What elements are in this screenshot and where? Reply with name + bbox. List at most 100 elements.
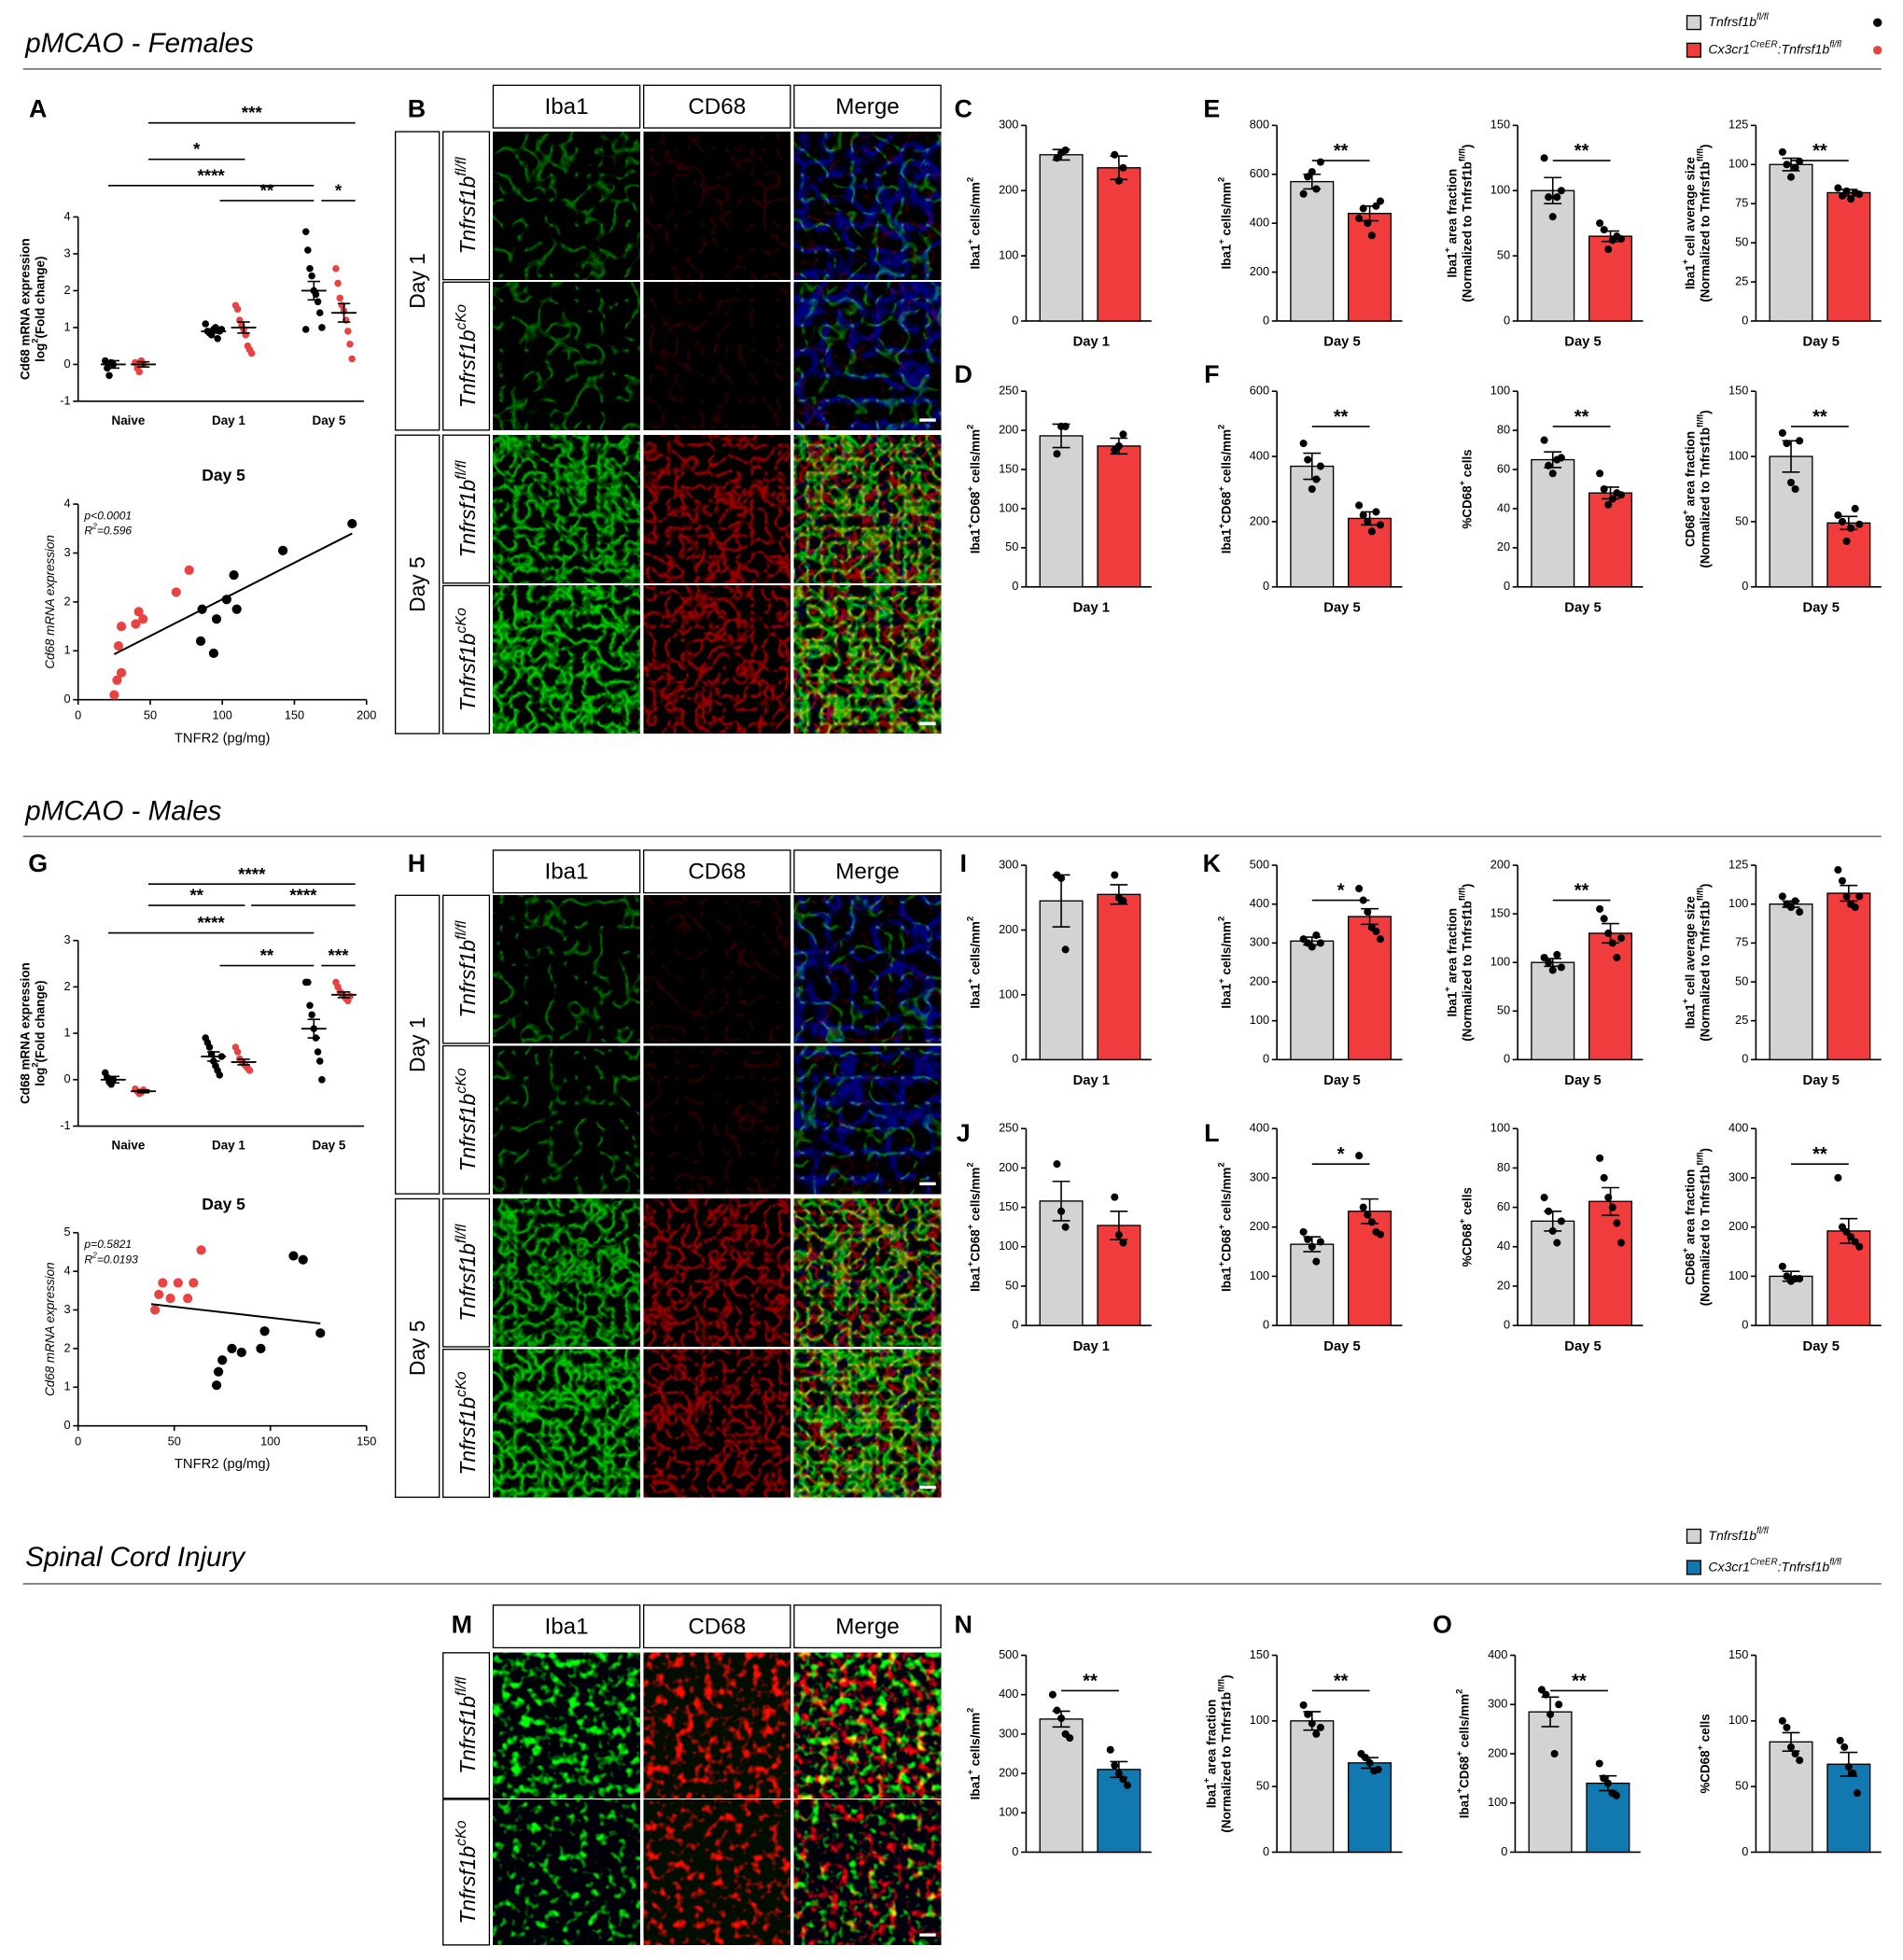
bar xyxy=(1348,213,1392,322)
y-tick-label: 50 xyxy=(1256,1779,1269,1793)
y-axis-label: Iba1+ cells/mm2 xyxy=(965,177,983,270)
data-point xyxy=(315,309,324,316)
text-part: (Normalized to Tnfrsf1b xyxy=(1698,1166,1712,1307)
micrograph xyxy=(493,1799,640,1945)
y-tick-label: 50 xyxy=(1735,1779,1748,1793)
bar xyxy=(1290,1720,1335,1854)
bar xyxy=(1769,163,1813,322)
data-point xyxy=(308,1011,315,1018)
day-label: Day 1 xyxy=(405,1016,429,1072)
data-point xyxy=(304,246,312,254)
data-point xyxy=(304,978,312,987)
bar xyxy=(1097,1769,1141,1854)
text-part: + xyxy=(1215,1261,1225,1267)
column-header-box xyxy=(793,84,942,129)
data-point xyxy=(1374,1765,1382,1773)
y-axis-label: Iba1+CD68+ cells/mm2 xyxy=(1215,425,1233,554)
data-point xyxy=(211,614,222,624)
chart-title: Day 5 xyxy=(202,466,245,484)
y-axis-label: (Normalized to Tnfrsf1bfl/fl) xyxy=(1695,410,1713,567)
bar xyxy=(1290,940,1335,1060)
data-point xyxy=(1786,1743,1796,1751)
text-part: cKo xyxy=(454,304,469,330)
text-part: fl/fl xyxy=(1829,40,1841,50)
micrograph xyxy=(493,1045,640,1195)
x-axis-label: Day 1 xyxy=(1073,335,1110,350)
data-point xyxy=(1796,908,1804,917)
column-header: Merge xyxy=(835,1614,900,1639)
bar xyxy=(1039,435,1084,588)
significance-label: *** xyxy=(242,103,263,122)
data-point xyxy=(1836,1736,1844,1744)
y-tick-label: 50 xyxy=(1735,513,1748,527)
data-point xyxy=(1111,150,1119,159)
micrograph xyxy=(793,1652,942,1799)
data-point xyxy=(298,1254,308,1265)
data-point xyxy=(1834,1173,1842,1182)
y-tick-label: 0 xyxy=(1263,1318,1269,1332)
text-part: cells/mm xyxy=(968,1168,982,1225)
x-axis-label: Day 1 xyxy=(1073,1339,1110,1354)
text-part: cells/mm xyxy=(1219,1168,1233,1225)
y-tick-label: 150 xyxy=(1728,384,1748,398)
micrograph xyxy=(643,895,791,1043)
y-tick-label: 100 xyxy=(1250,1013,1269,1027)
x-tick-label: Day 5 xyxy=(313,1139,346,1153)
significance-label: * xyxy=(193,139,201,159)
data-point xyxy=(1600,1774,1608,1783)
x-axis-label: Day 5 xyxy=(1323,601,1360,616)
text-part: 2 xyxy=(965,1162,975,1167)
significance-label: **** xyxy=(197,165,225,185)
data-point xyxy=(1840,1743,1849,1751)
data-point xyxy=(1367,527,1376,536)
section-title: pMCAO - Females xyxy=(24,28,254,59)
data-point xyxy=(1057,1207,1066,1215)
data-point xyxy=(1540,953,1548,962)
y-tick-label: 100 xyxy=(1728,1268,1748,1282)
legend-swatch xyxy=(1686,1528,1701,1544)
text-part: + xyxy=(1441,247,1451,253)
text-part: (Normalized to Tnfrsf1b xyxy=(1460,161,1474,302)
text-part: 2 xyxy=(965,177,975,182)
y-axis-label: log2(Fold change) xyxy=(29,980,47,1085)
day-label-box xyxy=(394,131,441,431)
data-point xyxy=(1791,1749,1799,1758)
text-part: + xyxy=(1215,523,1225,528)
data-point xyxy=(332,264,340,273)
text-part: cells xyxy=(1460,1187,1474,1219)
data-point xyxy=(1595,1759,1603,1768)
y-tick-label: 0 xyxy=(64,1418,71,1432)
panel-label: A xyxy=(29,94,47,122)
fit-line xyxy=(113,532,353,655)
micrograph xyxy=(643,1349,791,1498)
text-part: cells/mm xyxy=(968,921,982,978)
text-part: (Normalized to Tnfrsf1b xyxy=(1698,901,1712,1042)
data-point xyxy=(314,1048,322,1056)
text-part: area fraction xyxy=(1683,431,1697,510)
text-part: Iba1 xyxy=(1204,1783,1218,1808)
y-axis-label: Iba1+ cells/mm2 xyxy=(965,1708,983,1800)
text-part: + xyxy=(1441,987,1451,992)
column-header: Iba1 xyxy=(545,1614,589,1639)
data-point xyxy=(173,1278,183,1288)
data-point xyxy=(1053,450,1061,458)
data-point xyxy=(150,1305,161,1315)
y-tick-label: 1 xyxy=(64,1025,71,1039)
data-point xyxy=(1540,154,1548,162)
bar xyxy=(1588,492,1633,588)
text-part: fl/fl xyxy=(1695,148,1705,161)
data-point xyxy=(1842,537,1851,545)
text-part: + xyxy=(965,239,975,245)
significance-label: **** xyxy=(289,886,317,905)
text-part: cells/mm xyxy=(968,182,982,239)
x-tick-label: Naive xyxy=(112,1139,146,1153)
panel-label: B xyxy=(408,94,426,122)
row-label-box xyxy=(442,131,491,281)
y-axis-label: Iba1+CD68+ cells/mm2 xyxy=(1215,1162,1233,1292)
significance-label: ** xyxy=(260,945,274,965)
y-tick-label: 400 xyxy=(1250,216,1269,230)
data-point xyxy=(1791,163,1799,172)
text-part: + xyxy=(1200,1777,1210,1783)
text-part: 2 xyxy=(91,1251,97,1260)
